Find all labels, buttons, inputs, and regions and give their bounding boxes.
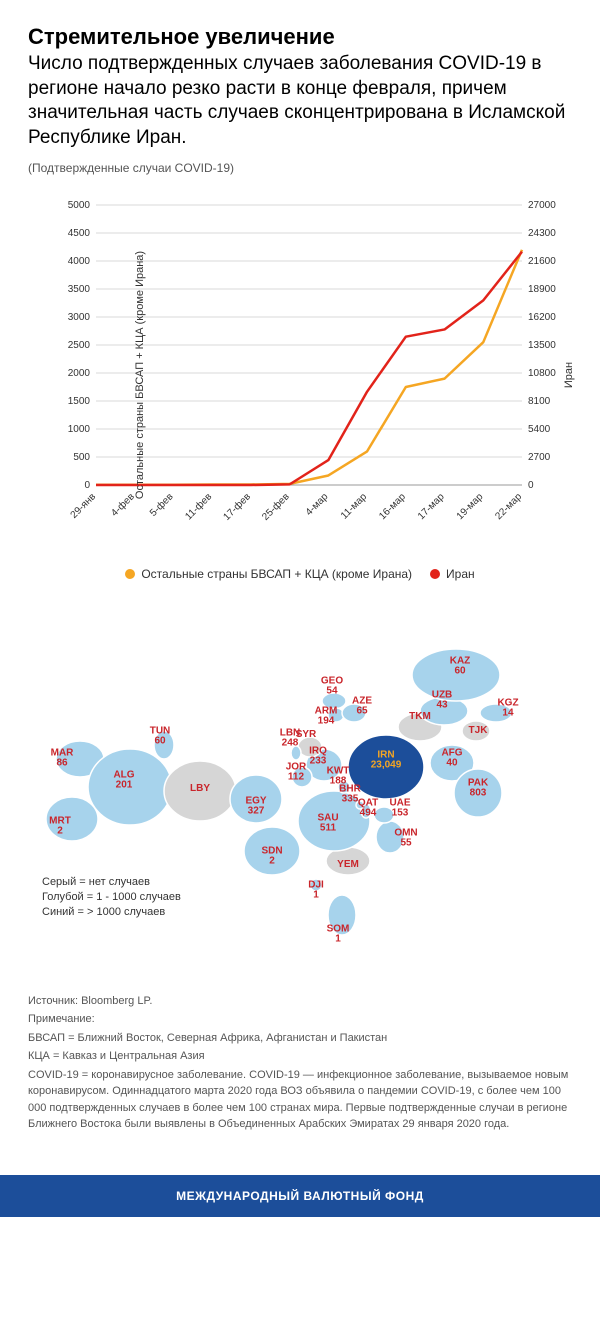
legend-item: Остальные страны БВСАП + КЦА (кроме Иран… [125,567,412,581]
svg-text:3000: 3000 [68,312,91,323]
svg-text:1000: 1000 [68,424,91,435]
footer-text: МЕЖДУНАРОДНЫЙ ВАЛЮТНЫЙ ФОНД [176,1189,424,1203]
svg-text:3500: 3500 [68,284,91,295]
page-title: Стремительное увеличение [28,24,572,50]
map-legend-line: Синий = > 1000 случаев [42,905,181,920]
svg-text:17-фев: 17-фев [221,490,253,522]
country-label: YEM [337,860,359,871]
svg-text:19-мар: 19-мар [455,491,486,522]
svg-text:16200: 16200 [528,312,556,323]
country-label: OMN55 [394,828,417,849]
country-label: IRQ233 [309,746,327,767]
country-label: UAE153 [389,798,410,819]
country-label: AFG40 [441,748,462,769]
country-label: GEO54 [321,676,343,697]
source-line: Источник: Bloomberg LP. [28,993,572,1010]
country-label: SAU511 [317,813,338,834]
svg-text:2700: 2700 [528,452,551,463]
line-chart: Остальные страны БВСАП + КЦА (кроме Иран… [28,195,572,555]
page-subtitle: Число подтвержденных случаев заболевания… [28,52,572,151]
map-legend: Серый = нет случаев Голубой = 1 - 1000 с… [42,875,181,921]
y-axis-left-title: Остальные страны БВСАП + КЦА (кроме Иран… [134,251,146,499]
country-label: BHR335 [339,784,361,805]
country-label: TUN60 [150,726,171,747]
svg-text:4-мар: 4-мар [304,491,331,518]
svg-text:11-мар: 11-мар [339,491,370,522]
note-line: БВСАП = Ближний Восток, Северная Африка,… [28,1030,572,1047]
svg-text:24300: 24300 [528,228,556,239]
svg-text:25-фев: 25-фев [260,490,292,522]
chart-caption: (Подтвержденные случаи COVID-19) [28,161,572,175]
svg-text:1500: 1500 [68,396,91,407]
svg-text:22-мар: 22-мар [493,491,524,522]
svg-text:0: 0 [84,480,90,491]
svg-text:18900: 18900 [528,284,556,295]
country-label: SDN2 [261,846,282,867]
svg-text:5000: 5000 [68,200,91,211]
legend-label: Иран [446,567,475,581]
svg-text:16-мар: 16-мар [377,491,408,522]
legend-dot-icon [125,569,135,579]
country-label: DJI1 [308,880,324,901]
country-label: QAT494 [358,798,378,819]
country-label: JOR112 [286,762,307,783]
map-legend-line: Голубой = 1 - 1000 случаев [42,890,181,905]
note-line: КЦА = Кавказ и Центральная Азия [28,1048,572,1065]
country-label: SOM1 [327,924,350,945]
svg-text:27000: 27000 [528,200,556,211]
infographic-container: Стремительное увеличение Число подтвержд… [0,0,600,1175]
country-label: ALG201 [113,770,134,791]
svg-text:11-фев: 11-фев [183,490,215,522]
y-axis-right-title: Иран [563,362,575,388]
map-region: MAR86 MRT2 ALG201 TUN60 LBY EGY327 SDN2 DJI1 SOM… [28,609,572,969]
footer-bar: МЕЖДУНАРОДНЫЙ ВАЛЮТНЫЙ ФОНД [0,1175,600,1217]
svg-text:500: 500 [73,452,90,463]
svg-text:5400: 5400 [528,424,551,435]
country-label: KAZ60 [450,656,471,677]
note-label: Примечание: [28,1011,572,1028]
country-label: LBY [190,784,210,795]
svg-text:4000: 4000 [68,256,91,267]
svg-text:8100: 8100 [528,396,551,407]
legend-dot-icon [430,569,440,579]
svg-text:29-янв: 29-янв [69,491,98,520]
svg-text:0: 0 [528,480,534,491]
map-legend-line: Серый = нет случаев [42,875,181,890]
svg-text:13500: 13500 [528,340,556,351]
svg-text:21600: 21600 [528,256,556,267]
notes-block: Источник: Bloomberg LP. Примечание: БВСА… [28,993,572,1175]
country-label: PAK803 [468,778,488,799]
chart-svg: 0 500 1000 1500 2000 2500 3000 3500 4000 4500 5000… [28,195,572,555]
svg-text:5-фев: 5-фев [147,490,175,518]
country-label: ARM194 [315,706,338,727]
svg-text:2500: 2500 [68,340,91,351]
country-label: AZE65 [352,696,372,717]
country-label: IRN23,049 [371,750,402,771]
svg-text:10800: 10800 [528,368,556,379]
note-line: COVID-19 = коронавирусное заболевание. C… [28,1067,572,1133]
country-label: TJK [469,726,488,737]
country-label: KGZ14 [497,698,518,719]
svg-text:4-фев: 4-фев [109,490,137,518]
svg-text:2000: 2000 [68,368,91,379]
country-label: KWT188 [327,766,350,787]
svg-text:4500: 4500 [68,228,91,239]
svg-text:17-мар: 17-мар [416,491,447,522]
chart-legend: Остальные страны БВСАП + КЦА (кроме Иран… [28,567,572,581]
country-label: UZB43 [432,690,453,711]
country-label: LBN248 [280,728,301,749]
country-label: TKM [409,712,431,723]
legend-label: Остальные страны БВСАП + КЦА (кроме Иран… [141,567,412,581]
country-label: EGY327 [245,796,266,817]
legend-item: Иран [430,567,475,581]
country-label: MAR86 [51,748,74,769]
country-label: MRT2 [49,816,71,837]
